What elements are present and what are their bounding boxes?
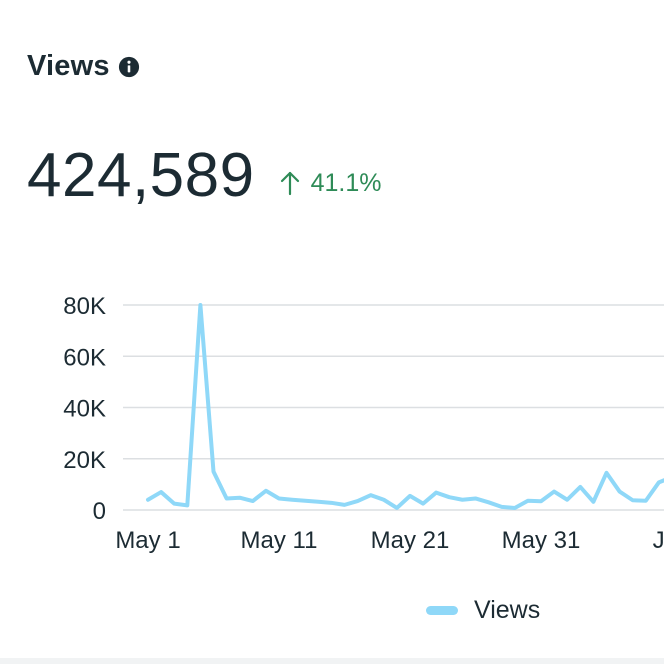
y-tick-label: 20K bbox=[63, 447, 106, 474]
y-tick-label: 0 bbox=[93, 498, 106, 525]
x-tick-label: May 31 bbox=[502, 527, 581, 554]
delta-indicator: 41.1% bbox=[279, 169, 382, 198]
bottom-divider bbox=[0, 658, 664, 664]
views-chart: 0 20K 40K 60K 80K May 1 May 11 May 21 May 31 Jun bbox=[0, 280, 664, 580]
x-tick-label: May 1 bbox=[115, 527, 180, 554]
metric-value: 424,589 bbox=[27, 141, 255, 210]
arrow-up-icon bbox=[280, 171, 299, 196]
metric-row: 424,589 41.1% bbox=[27, 140, 382, 211]
delta-value: 41.1% bbox=[310, 168, 382, 197]
legend-label: Views bbox=[474, 596, 541, 624]
y-tick-label: 60K bbox=[63, 344, 106, 371]
x-tick-label: Jun bbox=[653, 527, 664, 554]
y-tick-label: 80K bbox=[63, 293, 106, 320]
x-tick-label: May 21 bbox=[371, 527, 450, 554]
card-header: Views bbox=[27, 50, 140, 83]
y-tick-label: 40K bbox=[63, 396, 106, 423]
x-tick-label: May 11 bbox=[241, 527, 318, 554]
card-title: Views bbox=[27, 50, 110, 82]
series-line-views bbox=[146, 303, 664, 510]
chart-legend[interactable]: Views bbox=[426, 596, 540, 625]
line-chart: 0 20K 40K 60K 80K May 1 May 11 May 21 May 31 Jun bbox=[63, 293, 664, 554]
info-circle-icon[interactable] bbox=[118, 56, 140, 78]
legend-swatch bbox=[426, 606, 458, 615]
